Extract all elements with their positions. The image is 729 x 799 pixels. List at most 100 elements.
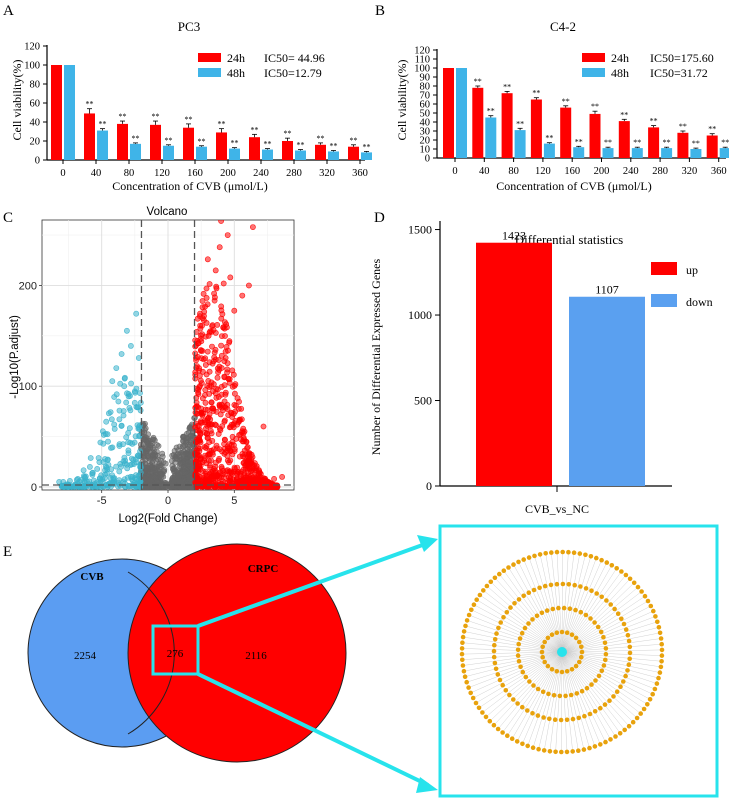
network-node (622, 727, 627, 733)
network-node (631, 580, 637, 586)
panel-label-c: C (3, 210, 13, 226)
network-node (498, 620, 504, 625)
volcano-point-down (125, 391, 132, 397)
network-node (568, 692, 574, 698)
network-edge (561, 568, 617, 653)
network-node (483, 714, 489, 720)
volcano-point-up (212, 421, 218, 428)
network-node (511, 562, 516, 567)
volcano-point-down (131, 399, 138, 406)
network-node (621, 621, 627, 627)
volcano-point-up (213, 385, 220, 392)
volcano-point-up (200, 356, 207, 363)
network-node (511, 697, 516, 702)
network-edge (561, 651, 661, 668)
network-node (659, 641, 664, 647)
network-node (460, 657, 465, 663)
network-node (464, 618, 470, 623)
volcano-point-down (104, 457, 111, 463)
pc3-bar-24h-160 (183, 127, 194, 160)
network-node (459, 646, 465, 651)
network-node (569, 667, 575, 672)
network-edge (462, 642, 563, 653)
volcano-point-down (135, 424, 142, 431)
pc3-bar-48h-240 (262, 149, 273, 160)
volcano-point-up (221, 474, 228, 480)
pc3-legend-48h: 48h (227, 66, 245, 80)
volcano-points (56, 220, 285, 490)
c42-y-tick-label: 70 (420, 91, 431, 102)
network-node (546, 691, 551, 697)
network-node (601, 634, 606, 640)
network-node (603, 657, 608, 663)
volcano-point-up (199, 315, 206, 322)
network-node (603, 651, 609, 657)
network-node (564, 749, 570, 755)
pc3-significance: ** (330, 142, 338, 151)
volcano-point-down (100, 431, 107, 438)
network-edge (555, 651, 563, 752)
diff-bar-label-up: 1423 (502, 229, 526, 243)
network-edge (561, 621, 658, 653)
network-node (516, 641, 521, 647)
network-node (560, 581, 566, 587)
network-node (492, 637, 498, 642)
network-node (526, 621, 531, 626)
volcano-point-down (137, 462, 144, 469)
network-node (550, 606, 556, 612)
zoom-arrow-bottom-head (416, 777, 438, 793)
pc3-bar-24h-40 (84, 113, 95, 160)
pc3-bar-48h-280 (295, 150, 306, 160)
network-node (561, 605, 567, 611)
pc3-y-tick-label: 120 (24, 42, 40, 53)
network-node (476, 705, 482, 711)
volcano-point-up (192, 337, 199, 344)
diff-legend-up-swatch (651, 262, 677, 275)
zoom-arrow-top-head (417, 535, 438, 552)
c42-bar-48h-240 (631, 148, 643, 158)
network-node (494, 631, 499, 636)
network-edge (522, 651, 563, 744)
network-edge (561, 651, 611, 740)
volcano-point-up (239, 292, 246, 299)
network-node (569, 632, 575, 637)
venn-count-crpc-only: 2116 (245, 650, 267, 662)
network-node (503, 688, 509, 693)
network-node (657, 670, 663, 675)
network-node (658, 664, 664, 670)
network-node (501, 615, 506, 620)
network-edge (561, 651, 648, 705)
network-node (462, 674, 468, 679)
volcano-point-up (202, 399, 209, 406)
network-node (598, 742, 603, 747)
volcano-point-up (248, 451, 255, 458)
network-node (639, 589, 644, 594)
volcano-point-down (113, 391, 120, 398)
pc3-significance: ** (297, 141, 305, 150)
network-node (656, 625, 662, 630)
network-node (492, 660, 498, 666)
network-edge (478, 651, 563, 708)
zoom-arrow-top-line (197, 541, 429, 628)
venn-label-cvb: CVB (80, 571, 104, 583)
pc3-y-tick-label: 100 (24, 61, 40, 72)
volcano-point-up (247, 468, 254, 474)
volcano-point-up (233, 435, 239, 442)
network-edge (561, 651, 601, 745)
network-edge (485, 651, 563, 718)
diff-legend-up: up (686, 263, 698, 277)
volcano-point-ns (151, 437, 158, 444)
c42-bar-48h-120 (543, 143, 555, 158)
volcano-point-down (56, 478, 63, 485)
network-node (514, 739, 520, 744)
c42-significance: ** (620, 110, 628, 119)
network-node (495, 726, 501, 732)
network-node (532, 553, 537, 559)
network-node (573, 663, 579, 669)
volcano-point-down (108, 416, 115, 423)
network-node (577, 551, 583, 556)
network-node (574, 691, 580, 696)
volcano-point-up (249, 224, 256, 230)
volcano-point-down (133, 385, 140, 392)
